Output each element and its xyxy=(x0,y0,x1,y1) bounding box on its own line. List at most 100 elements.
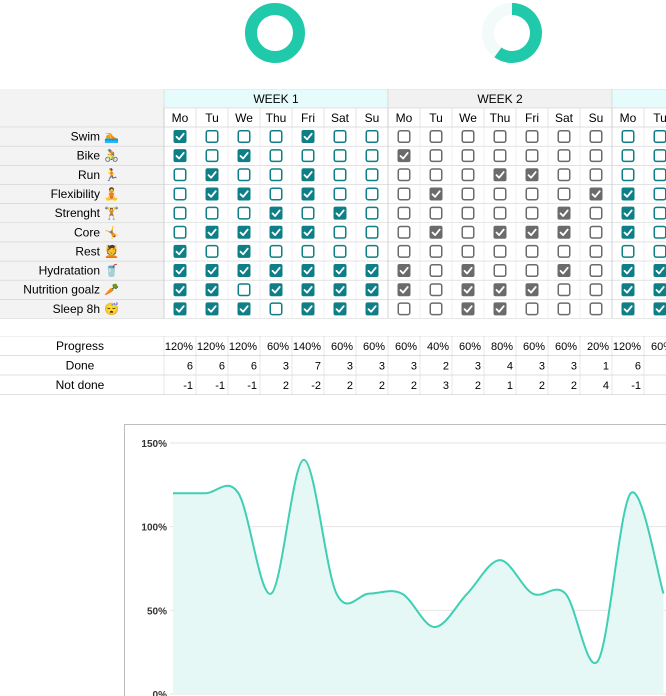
checkbox-checked[interactable] xyxy=(621,225,635,239)
checkbox-unchecked[interactable] xyxy=(429,149,443,163)
checkbox-checked[interactable] xyxy=(301,264,315,278)
checkbox-checked[interactable] xyxy=(301,168,315,182)
checkbox-checked[interactable] xyxy=(397,264,411,278)
checkbox-checked[interactable] xyxy=(525,283,539,297)
checkbox-unchecked[interactable] xyxy=(397,206,411,220)
checkbox-checked[interactable] xyxy=(397,149,411,163)
checkbox-unchecked[interactable] xyxy=(173,225,187,239)
checkbox-unchecked[interactable] xyxy=(365,225,379,239)
checkbox-unchecked[interactable] xyxy=(429,168,443,182)
checkbox-unchecked[interactable] xyxy=(621,130,635,143)
checkbox-checked[interactable] xyxy=(461,264,475,278)
checkbox-checked[interactable] xyxy=(621,283,635,297)
checkbox-unchecked[interactable] xyxy=(589,264,603,278)
checkbox-unchecked[interactable] xyxy=(397,302,411,316)
checkbox-unchecked[interactable] xyxy=(333,244,347,258)
checkbox-checked[interactable] xyxy=(621,206,635,220)
checkbox-unchecked[interactable] xyxy=(397,130,411,143)
checkbox-unchecked[interactable] xyxy=(429,206,443,220)
checkbox-unchecked[interactable] xyxy=(493,264,507,278)
checkbox-unchecked[interactable] xyxy=(173,187,187,201)
checkbox-unchecked[interactable] xyxy=(589,244,603,258)
checkbox-checked[interactable] xyxy=(653,283,666,297)
checkbox-unchecked[interactable] xyxy=(365,206,379,220)
checkbox-unchecked[interactable] xyxy=(589,206,603,220)
checkbox-unchecked[interactable] xyxy=(589,149,603,163)
checkbox-checked[interactable] xyxy=(269,225,283,239)
checkbox-unchecked[interactable] xyxy=(493,206,507,220)
checkbox-unchecked[interactable] xyxy=(557,283,571,297)
checkbox-unchecked[interactable] xyxy=(653,206,666,220)
checkbox-unchecked[interactable] xyxy=(237,130,251,143)
checkbox-unchecked[interactable] xyxy=(589,168,603,182)
checkbox-unchecked[interactable] xyxy=(301,149,315,163)
checkbox-checked[interactable] xyxy=(205,187,219,201)
checkbox-unchecked[interactable] xyxy=(525,206,539,220)
checkbox-unchecked[interactable] xyxy=(237,283,251,297)
checkbox-checked[interactable] xyxy=(429,187,443,201)
checkbox-unchecked[interactable] xyxy=(653,130,666,143)
checkbox-unchecked[interactable] xyxy=(205,149,219,163)
checkbox-checked[interactable] xyxy=(653,264,666,278)
checkbox-checked[interactable] xyxy=(237,244,251,258)
checkbox-checked[interactable] xyxy=(557,225,571,239)
checkbox-unchecked[interactable] xyxy=(397,168,411,182)
checkbox-unchecked[interactable] xyxy=(525,187,539,201)
checkbox-checked[interactable] xyxy=(237,302,251,316)
checkbox-unchecked[interactable] xyxy=(429,264,443,278)
checkbox-checked[interactable] xyxy=(205,225,219,239)
checkbox-checked[interactable] xyxy=(173,149,187,163)
checkbox-unchecked[interactable] xyxy=(525,264,539,278)
checkbox-unchecked[interactable] xyxy=(301,244,315,258)
checkbox-checked[interactable] xyxy=(205,283,219,297)
checkbox-checked[interactable] xyxy=(301,225,315,239)
checkbox-unchecked[interactable] xyxy=(557,302,571,316)
checkbox-checked[interactable] xyxy=(557,206,571,220)
checkbox-unchecked[interactable] xyxy=(653,244,666,258)
checkbox-checked[interactable] xyxy=(205,302,219,316)
checkbox-unchecked[interactable] xyxy=(269,168,283,182)
checkbox-checked[interactable] xyxy=(557,264,571,278)
checkbox-unchecked[interactable] xyxy=(365,244,379,258)
checkbox-unchecked[interactable] xyxy=(621,244,635,258)
checkbox-unchecked[interactable] xyxy=(205,130,219,143)
checkbox-checked[interactable] xyxy=(173,283,187,297)
checkbox-unchecked[interactable] xyxy=(269,244,283,258)
checkbox-checked[interactable] xyxy=(397,283,411,297)
checkbox-checked[interactable] xyxy=(653,302,666,316)
checkbox-checked[interactable] xyxy=(525,168,539,182)
checkbox-unchecked[interactable] xyxy=(173,206,187,220)
checkbox-checked[interactable] xyxy=(493,168,507,182)
checkbox-checked[interactable] xyxy=(173,264,187,278)
checkbox-unchecked[interactable] xyxy=(525,130,539,143)
checkbox-unchecked[interactable] xyxy=(653,225,666,239)
checkbox-unchecked[interactable] xyxy=(525,302,539,316)
checkbox-unchecked[interactable] xyxy=(397,225,411,239)
checkbox-unchecked[interactable] xyxy=(589,283,603,297)
checkbox-unchecked[interactable] xyxy=(333,130,347,143)
checkbox-checked[interactable] xyxy=(621,264,635,278)
checkbox-unchecked[interactable] xyxy=(333,187,347,201)
checkbox-unchecked[interactable] xyxy=(621,168,635,182)
checkbox-unchecked[interactable] xyxy=(365,149,379,163)
checkbox-unchecked[interactable] xyxy=(493,187,507,201)
checkbox-unchecked[interactable] xyxy=(365,168,379,182)
checkbox-unchecked[interactable] xyxy=(173,168,187,182)
checkbox-unchecked[interactable] xyxy=(269,187,283,201)
checkbox-unchecked[interactable] xyxy=(557,187,571,201)
checkbox-checked[interactable] xyxy=(269,264,283,278)
checkbox-unchecked[interactable] xyxy=(493,149,507,163)
checkbox-unchecked[interactable] xyxy=(461,187,475,201)
checkbox-unchecked[interactable] xyxy=(557,130,571,143)
checkbox-unchecked[interactable] xyxy=(333,149,347,163)
checkbox-unchecked[interactable] xyxy=(557,244,571,258)
checkbox-unchecked[interactable] xyxy=(461,149,475,163)
checkbox-checked[interactable] xyxy=(173,244,187,258)
checkbox-unchecked[interactable] xyxy=(269,149,283,163)
checkbox-unchecked[interactable] xyxy=(429,130,443,143)
checkbox-checked[interactable] xyxy=(173,302,187,316)
checkbox-checked[interactable] xyxy=(365,283,379,297)
checkbox-checked[interactable] xyxy=(301,187,315,201)
checkbox-unchecked[interactable] xyxy=(525,244,539,258)
checkbox-unchecked[interactable] xyxy=(621,149,635,163)
